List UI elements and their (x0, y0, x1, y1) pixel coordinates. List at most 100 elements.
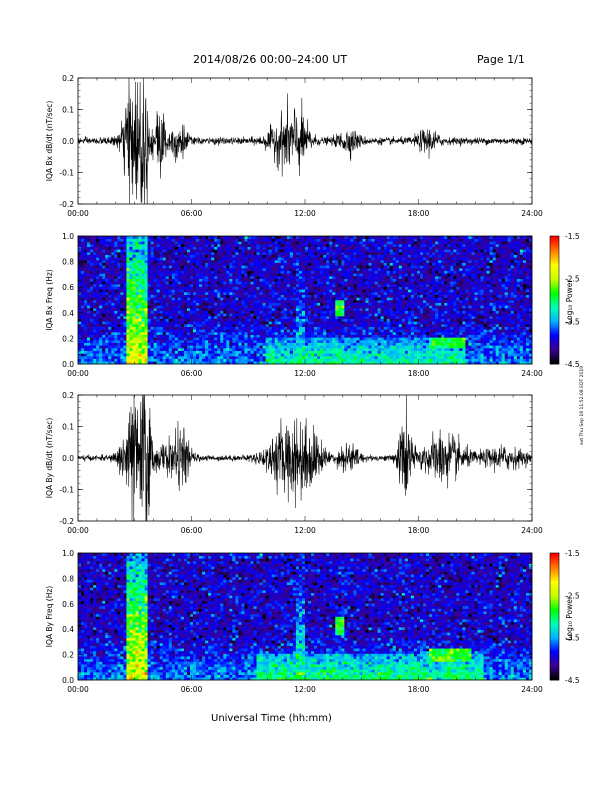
colorbar-step (550, 633, 559, 636)
colorbar-step (550, 351, 559, 354)
colorbar-step (550, 669, 559, 672)
x-tick-label: 18:00 (408, 369, 430, 378)
colorbar-step (550, 605, 559, 609)
colorbar-step (550, 323, 559, 326)
colorbar-step (550, 629, 559, 632)
colorbar-step (550, 325, 559, 329)
colorbar-step (550, 646, 559, 649)
x-tick-label: 24:00 (521, 209, 543, 218)
colorbar-step (550, 597, 559, 600)
colorbar-step (550, 287, 559, 290)
colorbar-frame (549, 235, 560, 365)
colorbar-step (550, 601, 559, 605)
colorbar-step (550, 673, 559, 677)
y-tick-label: 0.2 (62, 391, 74, 400)
colorbar-tick-label: -2.5 (565, 591, 580, 600)
colorbar-step (550, 667, 559, 670)
colorbar-label: Log₁₀ Power (565, 595, 574, 640)
colorbar-step (550, 555, 559, 558)
colorbar-step (550, 656, 559, 660)
colorbar-step (550, 639, 559, 643)
colorbar-step (550, 612, 559, 615)
x-axis-title: Universal Time (hh:mm) (211, 713, 332, 724)
x-tick-label: 12:00 (294, 209, 316, 218)
colorbar-tick-label: -3.5 (565, 317, 580, 326)
colorbar-frame (549, 552, 560, 681)
colorbar-step (550, 574, 559, 577)
colorbar-step (550, 586, 559, 590)
colorbar-tick-label: -4.5 (565, 676, 580, 685)
x-tick-label: 24:00 (521, 685, 543, 694)
y-tick-label: 0.2 (62, 651, 74, 660)
colorbar-step (550, 616, 559, 620)
colorbar-step (550, 595, 559, 598)
x-tick-label: 12:00 (294, 685, 316, 694)
colorbar-step (550, 340, 559, 344)
y-tick-label: 0.0 (62, 137, 74, 146)
colorbar-step (550, 665, 559, 668)
colorbar-step (550, 650, 559, 653)
y-tick-label: 0.6 (62, 600, 74, 609)
colorbar-step (550, 565, 559, 569)
x-tick-label: 06:00 (181, 526, 203, 535)
y-tick-label: 0.0 (62, 676, 74, 685)
x-tick-label: 24:00 (521, 526, 543, 535)
panel-by-spec: -1.5 -2.5 -3.5 -4.5 Log₁₀ Power 1.0 0.8 0.6 0.4 0… (45, 549, 580, 694)
colorbar-step (550, 652, 559, 655)
colorbar-step (550, 342, 559, 346)
panel-bx-ts: 0.2 0.1 0.0 -0.1 -0.200:00 06:00 12:00 18:00 24:… (45, 74, 543, 218)
colorbar-step (550, 561, 559, 564)
colorbar-step (550, 644, 559, 647)
colorbar-step (550, 603, 559, 607)
x-tick-label: 00:00 (67, 685, 89, 694)
colorbar-step (550, 306, 559, 309)
colorbar-step (550, 270, 559, 273)
x-tick-label: 00:00 (67, 526, 89, 535)
colorbar-step (550, 614, 559, 617)
colorbar-step (550, 660, 559, 664)
colorbar-step (550, 353, 559, 356)
colorbar-step (550, 641, 559, 645)
colorbar-step (550, 582, 559, 586)
colorbar-step (550, 242, 559, 245)
y-tick-label: 0.8 (62, 574, 74, 583)
colorbar-step (550, 291, 559, 294)
y-tick-label: -0.2 (59, 200, 74, 209)
colorbar-step (550, 580, 559, 584)
colorbar-label: Log₁₀ Power (565, 279, 574, 324)
colorbar-step (550, 608, 559, 611)
y-tick-label: 1.0 (62, 232, 74, 241)
page-number: Page 1/1 (477, 53, 525, 66)
y-tick-label: -0.1 (59, 169, 74, 178)
y-tick-label: 0.8 (62, 258, 74, 267)
colorbar-step (550, 635, 559, 639)
colorbar-tick-label: -2.5 (565, 275, 580, 284)
y-tick-label: 0.4 (62, 625, 74, 634)
colorbar-step (550, 257, 559, 260)
colorbar-step (550, 272, 559, 275)
colorbar: -1.5 -2.5 -3.5 -4.5 Log₁₀ Power (549, 232, 580, 369)
colorbar-step (550, 559, 559, 562)
colorbar-step (550, 238, 559, 241)
colorbar-step (550, 236, 559, 239)
colorbar-step (550, 274, 559, 277)
colorbar-step (550, 624, 559, 628)
colorbar-step (550, 321, 559, 324)
colorbar-step (550, 569, 559, 573)
colorbar-step (550, 259, 559, 262)
colorbar-step (550, 319, 559, 322)
colorbar-step (550, 332, 559, 335)
colorbar-step (550, 593, 559, 596)
y-axis-title: IQA By dB/dt (nT/sec) (45, 418, 54, 499)
colorbar-tick-label: -4.5 (565, 360, 580, 369)
y-axis-title: IQA Bx dB/dt (nT/sec) (45, 101, 54, 182)
colorbar-step (550, 618, 559, 622)
colorbar-step (550, 610, 559, 613)
spectrogram-cells (78, 236, 533, 365)
panel-by-ts: 0.2 0.1 0.0 -0.1 -0.200:00 06:00 12:00 18:00 24:… (45, 391, 543, 535)
colorbar-step (550, 293, 559, 297)
spectrogram-cells (78, 553, 533, 681)
colorbar-step (550, 240, 559, 243)
colorbar-step (550, 317, 559, 320)
series-line (77, 77, 533, 205)
